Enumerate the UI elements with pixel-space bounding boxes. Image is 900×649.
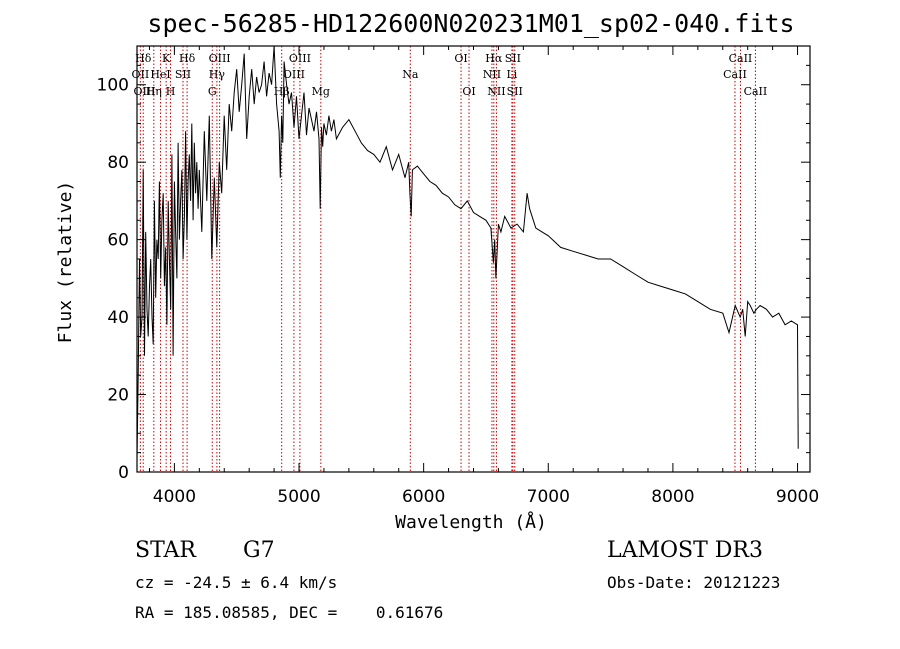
x-tick-label: 4000: [153, 487, 196, 507]
ra-dec-coordinates: RA = 185.08585, DEC = 0.61676: [135, 603, 444, 622]
spectral-line-label: Mg: [312, 85, 330, 98]
spectral-line-label: OIII: [209, 52, 231, 65]
spectral-line-label: CaII: [744, 85, 768, 98]
y-axis-ticks: 0 20 40 60 80 100: [97, 64, 810, 483]
y-tick-label: 80: [107, 153, 129, 173]
plot-frame: [136, 45, 811, 473]
y-tick-label: 0: [118, 463, 129, 483]
spectral-line-label: Hδ: [179, 52, 196, 65]
y-tick-label: 40: [107, 308, 129, 328]
spectral-line-label: Hη: [146, 85, 162, 98]
spectral-line-label: H: [166, 85, 176, 98]
spectral-line-markers: [139, 46, 756, 472]
x-tick-label: 5000: [277, 487, 320, 507]
spectral-line-labels: Hδ OII OIII K HeI Hη H Hδ SII OIII Hγ G Hβ OIII OIII Mg…: [132, 52, 768, 98]
spectral-line-label: G: [208, 85, 217, 98]
chart-title: spec-56285-HD122600N020231M01_sp02-040.f…: [147, 9, 794, 38]
x-tick-label: 6000: [402, 487, 445, 507]
observation-date: Obs-Date: 20121223: [607, 573, 781, 592]
spectral-line-label: K: [162, 52, 171, 65]
survey-name: LAMOST DR3: [607, 538, 763, 563]
spectral-line-label: OI: [454, 52, 467, 65]
spectral-line-label: Hα: [485, 52, 503, 65]
spectral-line-label: OIII: [289, 52, 311, 65]
spectral-line-label: Na: [402, 68, 419, 81]
spectral-line-label: HeI: [150, 68, 170, 81]
x-axis-label: Wavelength (Å): [395, 511, 547, 533]
flux-series-line: [136, 45, 799, 461]
spectral-line-label: NII: [483, 68, 501, 81]
x-tick-label: 8000: [651, 487, 694, 507]
spectral-line-label: CaII: [723, 68, 747, 81]
spectral-line-label: OIII: [283, 68, 305, 81]
spectral-line-label: OI: [462, 85, 475, 98]
spectral-line-label: SII: [175, 68, 191, 81]
object-subclass: G7: [243, 538, 275, 563]
spectral-line-label: Hβ: [274, 85, 290, 98]
redshift-velocity: cz = -24.5 ± 6.4 km/s: [135, 573, 338, 592]
x-axis-ticks: 4000 5000 6000 7000 8000 9000: [148, 46, 819, 507]
spectral-line-label: SII: [507, 85, 523, 98]
y-tick-label: 60: [107, 231, 129, 251]
spectral-line-label: Hγ: [209, 68, 226, 81]
spectral-line-label: OII: [132, 68, 150, 81]
spectral-line-label: Hδ: [135, 52, 152, 65]
y-tick-label: 100: [97, 76, 129, 96]
spectral-line-label: OIII: [133, 85, 155, 98]
spectral-line-label: CaII: [729, 52, 753, 65]
y-axis-label: Flux (relative): [55, 181, 76, 344]
spectral-line-label: Li: [506, 68, 517, 81]
object-class: STAR: [135, 538, 196, 563]
x-tick-label: 9000: [776, 487, 819, 507]
spectral-line-label: NII: [487, 85, 505, 98]
y-tick-label: 20: [107, 386, 129, 406]
spectral-line-label: SII: [505, 52, 521, 65]
x-tick-label: 7000: [527, 487, 570, 507]
